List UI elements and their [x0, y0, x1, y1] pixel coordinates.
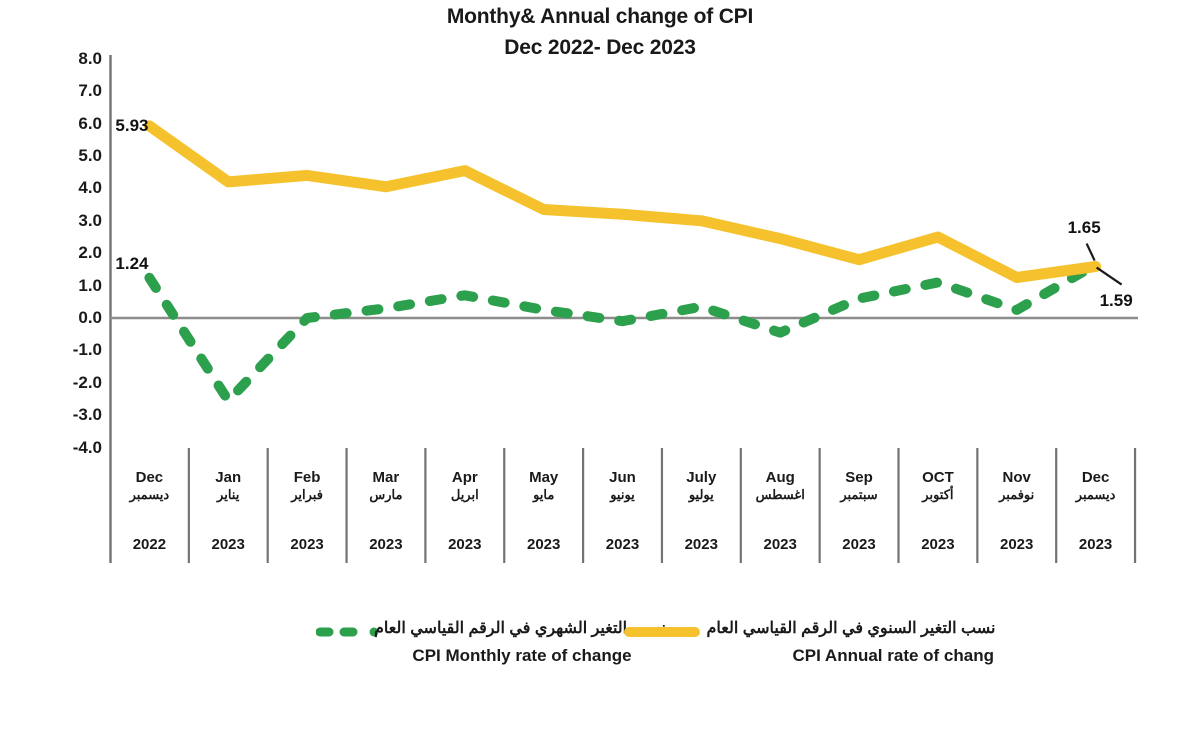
- y-tick-label: -3.0: [72, 405, 102, 425]
- month-label-year: 2023: [763, 536, 797, 553]
- monthly-marker-dot: [369, 627, 379, 637]
- month-label-ar: سبتمبر: [840, 487, 878, 502]
- monthly-series-legend-sample-icon: [316, 627, 379, 637]
- month-label-year: 2023: [684, 536, 718, 553]
- month-label-ar: اغسطس: [755, 487, 805, 502]
- y-tick-label: -2.0: [72, 372, 102, 392]
- month-column-label: OCT أكتوبر 2023: [900, 469, 977, 554]
- y-tick-label: 5.0: [78, 146, 102, 165]
- annual-rate-line: [143, 120, 1102, 283]
- month-label-ar: فبراير: [291, 487, 323, 502]
- callout-line-monthly-last: [1085, 243, 1096, 262]
- legend-annual-label-ar: نسب التغير السنوي في الرقم القياسي العام: [706, 620, 996, 637]
- month-label-ar: ابريل: [450, 487, 479, 502]
- month-label-year: 2023: [605, 536, 640, 553]
- month-label-year: 2023: [211, 536, 245, 553]
- month-label-ar: نوفمبر: [999, 487, 1035, 502]
- y-tick-label: 4.0: [78, 178, 102, 198]
- month-label-year: 2023: [921, 536, 955, 553]
- month-label-en: Mar: [372, 469, 400, 486]
- month-label-en: Apr: [451, 469, 478, 486]
- monthly-rate-line: [144, 259, 1101, 406]
- y-tick-label: -4.0: [72, 437, 102, 457]
- month-label-year: 2023: [369, 536, 403, 553]
- y-tick-label: 0.0: [78, 308, 102, 327]
- month-label-year: 2023: [1000, 536, 1034, 553]
- month-label-year: 2023: [527, 536, 561, 553]
- chart-title-line2: Dec 2022- Dec 2023: [504, 36, 696, 59]
- y-tick-label: -1.0: [72, 340, 102, 360]
- y-tick-label: 2.0: [78, 243, 102, 263]
- month-column-label: Dec ديسمبر 2022: [111, 469, 188, 554]
- month-column-label: Jan يناير 2023: [190, 469, 267, 554]
- y-tick-label: 7.0: [78, 81, 102, 101]
- month-label-year: 2023: [842, 536, 876, 553]
- annual-series-legend-sample-icon: [624, 627, 700, 637]
- month-label-year: 2023: [290, 536, 324, 553]
- month-column-label: Sep سبتمبر 2023: [821, 469, 898, 554]
- month-label-en: Aug: [765, 469, 795, 486]
- month-label-year: 2023: [448, 536, 482, 553]
- month-label-ar: يناير: [217, 487, 240, 502]
- month-column-label: July يوليو 2023: [663, 469, 740, 554]
- y-tick-label: 1.0: [78, 275, 102, 295]
- month-column-label: May مايو 2023: [505, 469, 582, 554]
- month-column-label: Dec ديسمبر 2023: [1057, 469, 1134, 554]
- chart-title-line1: Monthy& Annual change of CPI: [446, 5, 754, 28]
- month-label-ar: ديسمبر: [129, 487, 170, 502]
- month-column-label: Apr ابريل 2023: [426, 469, 503, 554]
- month-label-ar: أكتوبر: [922, 487, 954, 502]
- month-column-label: Mar مارس 2023: [348, 469, 425, 554]
- month-label-ar: يونيو: [610, 487, 635, 502]
- month-column-label: Aug اغسطس 2023: [742, 469, 819, 554]
- month-label-en: Feb: [293, 469, 321, 486]
- month-column-label: Nov نوفمبر 2023: [978, 469, 1055, 554]
- data-label-annual-first: 5.93: [115, 115, 149, 135]
- legend-annual-label-en: CPI Annual rate of chang: [792, 646, 994, 665]
- month-label-en: OCT: [922, 469, 954, 486]
- month-label-en: Nov: [1002, 469, 1031, 486]
- legend-monthly-label-ar: نسب التغير الشهري في الرقم القياسي العام: [373, 620, 666, 637]
- month-label-ar: مارس: [369, 487, 403, 502]
- data-label-monthly-first: 1.24: [115, 253, 149, 273]
- month-label-year: 2022: [132, 536, 167, 553]
- y-tick-label: 3.0: [78, 210, 102, 230]
- legend-monthly-label-en: CPI Monthly rate of change: [412, 646, 632, 665]
- month-label-en: May: [529, 469, 559, 486]
- month-label-ar: مايو: [533, 487, 555, 502]
- data-label-monthly-last: 1.65: [1067, 217, 1101, 237]
- month-label-en: Jan: [215, 469, 242, 486]
- month-label-en: July: [686, 469, 717, 486]
- data-label-annual-last: 1.59: [1099, 290, 1133, 310]
- month-label-en: Dec: [135, 469, 164, 486]
- y-tick-label: 6.0: [78, 113, 102, 133]
- month-label-ar: يوليو: [688, 487, 714, 502]
- month-label-year: 2023: [1078, 536, 1113, 553]
- month-label-en: Sep: [845, 469, 873, 486]
- month-label-en: Dec: [1081, 469, 1110, 486]
- y-tick-label: 8.0: [78, 48, 102, 68]
- month-label-en: Jun: [609, 469, 636, 486]
- month-column-label: Jun يونيو 2023: [584, 469, 661, 554]
- month-column-label: Feb فبراير 2023: [269, 469, 346, 554]
- month-label-ar: ديسمبر: [1075, 487, 1116, 502]
- callout-line-annual-last: [1096, 266, 1123, 286]
